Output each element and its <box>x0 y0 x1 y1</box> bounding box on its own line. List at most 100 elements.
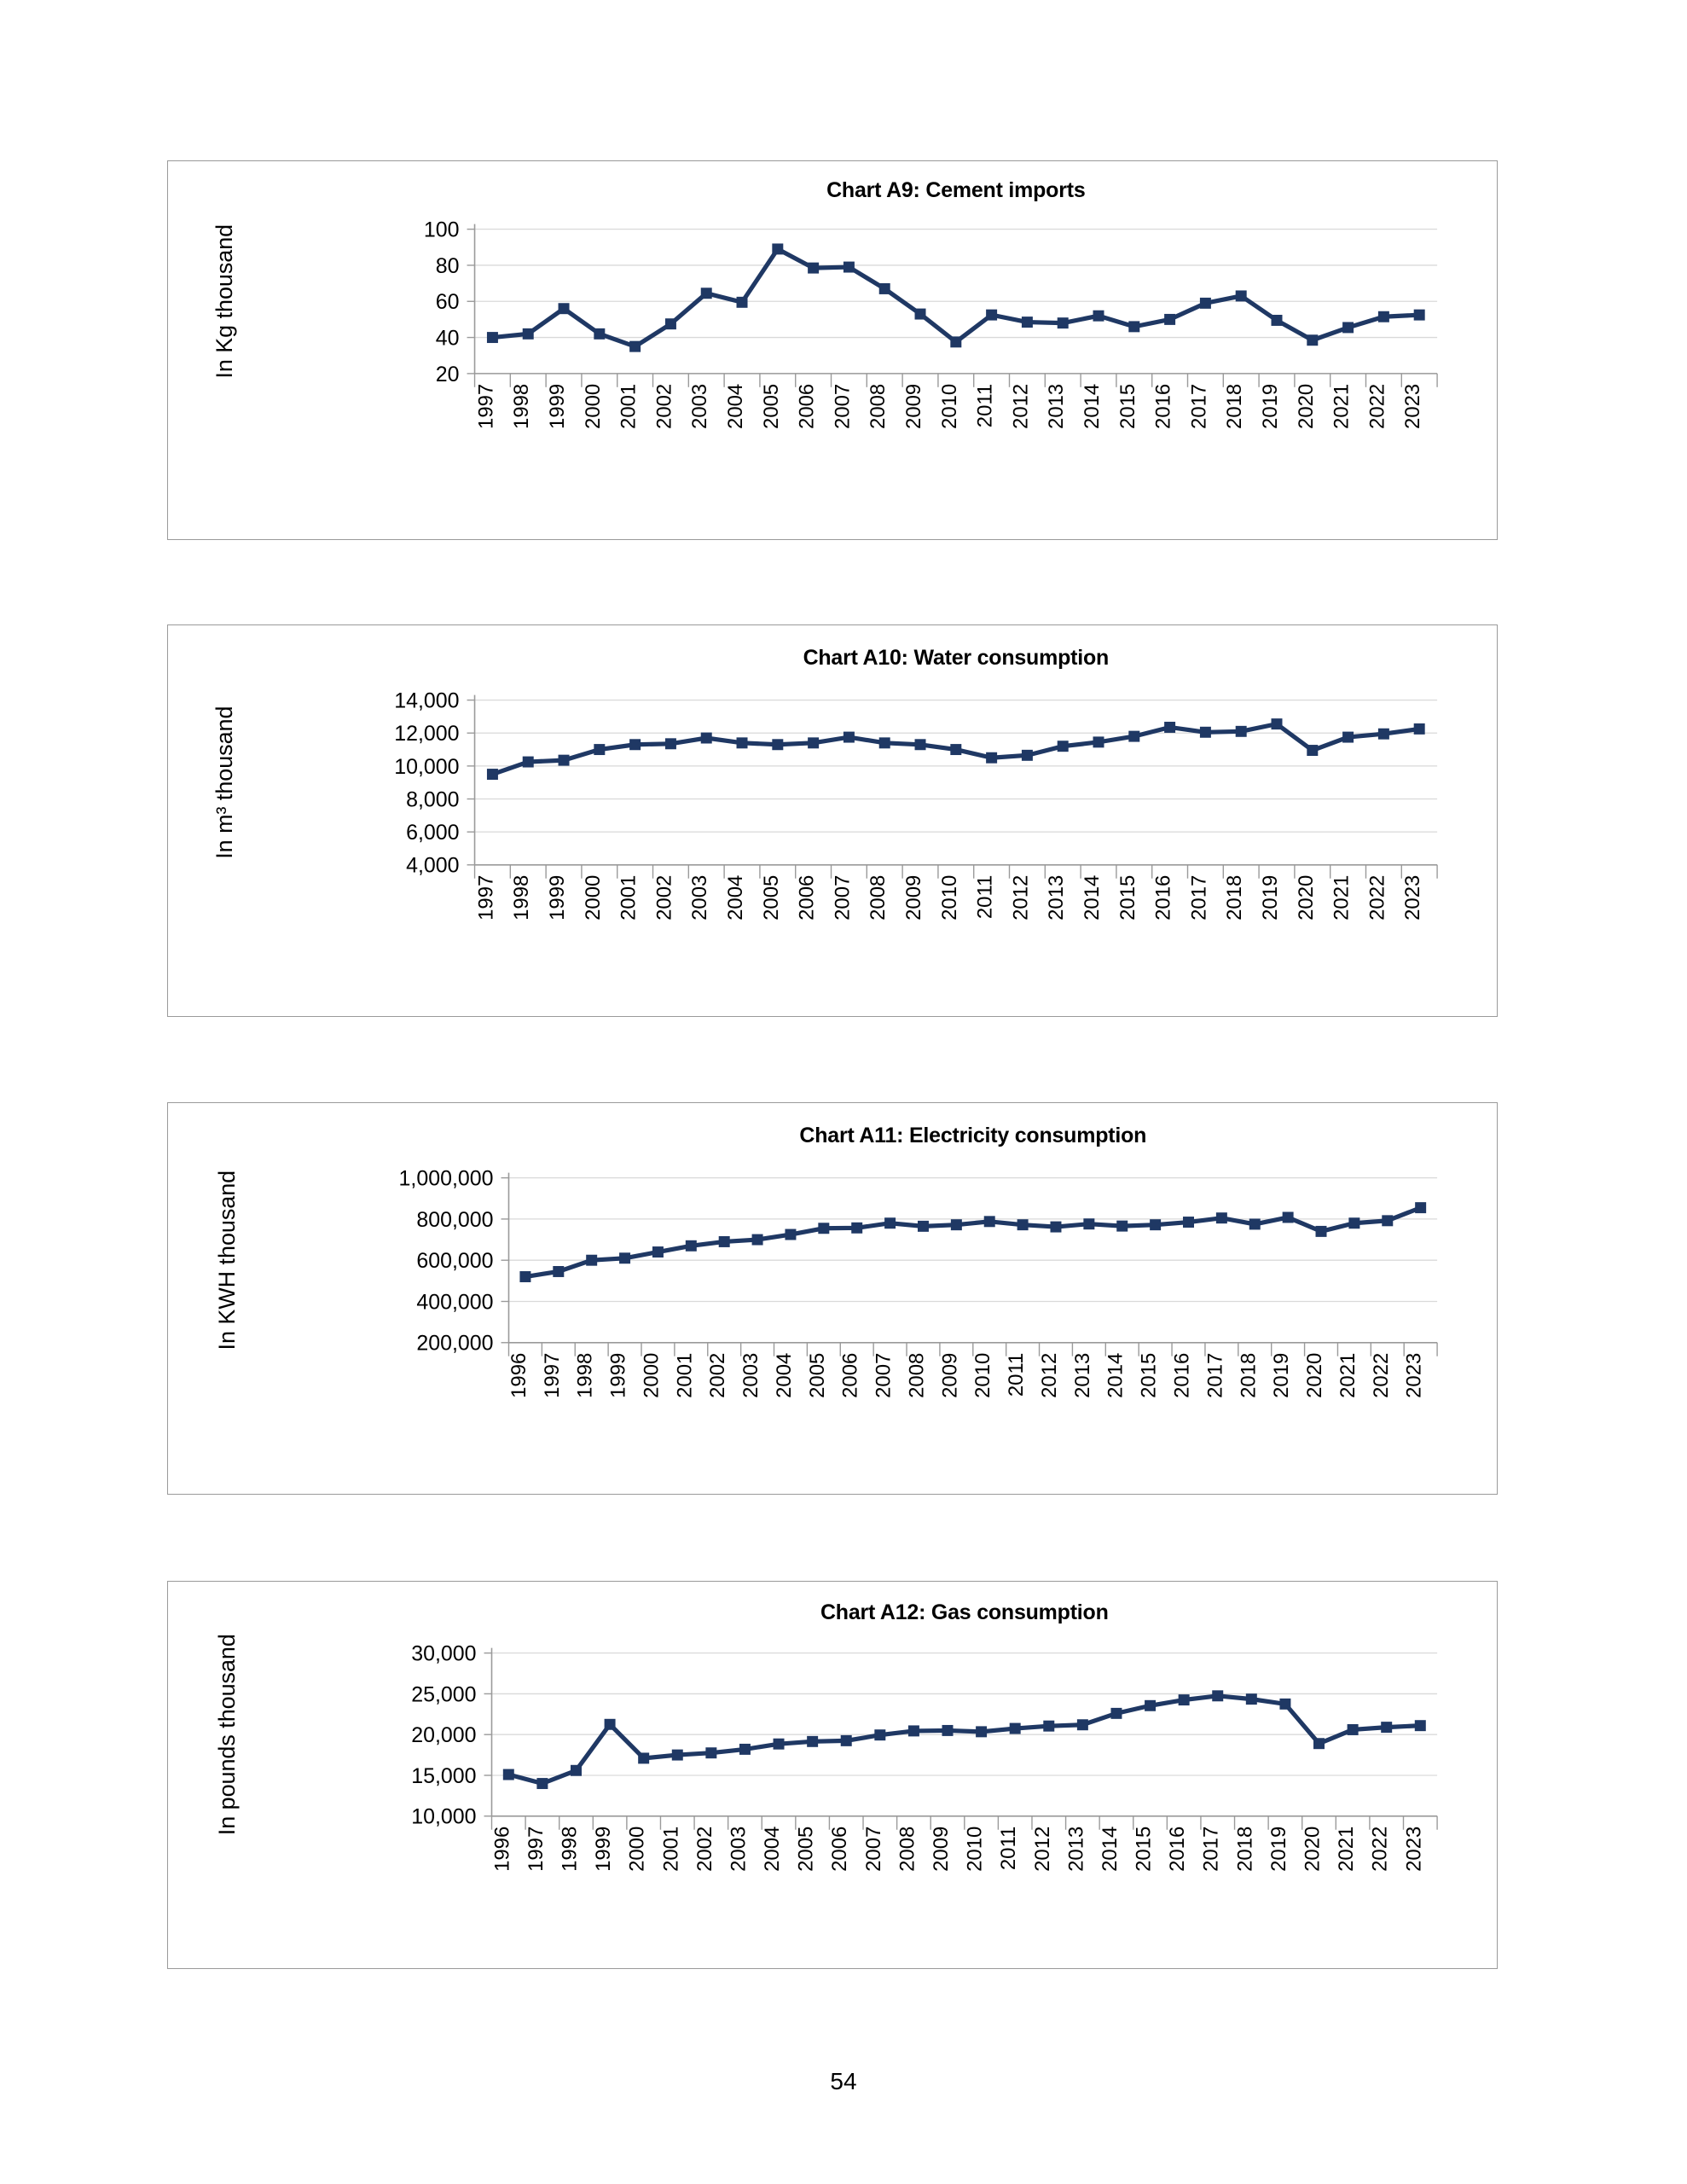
x-tick-label: 2020 <box>1295 875 1318 921</box>
x-tick-label: 1998 <box>510 384 533 429</box>
data-point-marker <box>1057 741 1069 752</box>
x-tick-label: 2003 <box>688 384 711 429</box>
data-point-marker <box>1128 321 1140 333</box>
data-point-marker <box>1315 1225 1327 1237</box>
x-tick-label: 2013 <box>1045 384 1068 429</box>
x-tick-label: 2013 <box>1045 875 1068 921</box>
x-tick-label: 2003 <box>739 1353 762 1398</box>
data-point-marker <box>629 739 641 751</box>
y-tick-label: 40 <box>436 327 460 351</box>
data-point-marker <box>1348 1217 1360 1229</box>
x-tick-label: 2018 <box>1223 875 1246 921</box>
chart-a10-container: Chart A10: Water consumption In m³ thousa… <box>167 624 1498 1017</box>
data-point-marker <box>1199 726 1211 738</box>
x-tick-label: 2009 <box>902 384 925 429</box>
data-point-marker <box>604 1718 616 1730</box>
data-point-marker <box>907 1725 919 1737</box>
data-point-marker <box>664 318 676 330</box>
x-tick-label: 1999 <box>607 1353 630 1398</box>
data-point-marker <box>558 754 570 766</box>
x-tick-label: 2023 <box>1401 875 1424 921</box>
chart-a12-container: Chart A12: Gas consumption In pounds thou… <box>167 1581 1498 1969</box>
data-point-marker <box>1382 1215 1394 1227</box>
y-tick-label: 10,000 <box>411 1805 476 1829</box>
y-tick-label: 200,000 <box>416 1332 493 1356</box>
data-point-marker <box>1164 313 1176 325</box>
y-tick-label: 4,000 <box>406 854 459 878</box>
x-tick-label: 2004 <box>773 1353 796 1398</box>
x-tick-label: 1997 <box>474 875 497 921</box>
data-point-marker <box>1043 1720 1055 1732</box>
data-point-marker <box>1017 1219 1029 1231</box>
y-tick-label: 600,000 <box>416 1249 493 1273</box>
x-tick-label: 2004 <box>724 875 747 921</box>
x-tick-label: 2022 <box>1365 875 1388 921</box>
x-tick-label: 2000 <box>640 1353 663 1398</box>
data-point-marker <box>718 1235 730 1247</box>
x-tick-label: 2001 <box>617 384 641 429</box>
data-point-marker <box>986 752 998 764</box>
x-tick-label: 2012 <box>1038 1353 1061 1398</box>
x-tick-label: 2006 <box>828 1827 851 1872</box>
x-tick-label: 1999 <box>546 384 569 429</box>
data-point-marker <box>1178 1694 1190 1706</box>
x-tick-label: 2000 <box>582 875 605 921</box>
data-point-marker <box>536 1778 548 1790</box>
series-line <box>492 246 1420 350</box>
data-point-marker <box>950 1219 962 1231</box>
data-point-marker <box>486 769 498 781</box>
data-point-marker <box>1413 309 1425 321</box>
data-point-marker <box>1415 1202 1427 1214</box>
data-point-marker <box>1009 1722 1021 1734</box>
data-point-marker <box>1279 1698 1291 1710</box>
x-tick-label: 2014 <box>1099 1827 1122 1872</box>
data-point-marker <box>1249 1218 1261 1230</box>
x-tick-label: 2021 <box>1330 875 1354 921</box>
x-tick-label: 1998 <box>510 875 533 921</box>
x-tick-label: 2017 <box>1187 384 1210 429</box>
data-point-marker <box>874 1729 886 1741</box>
data-point-marker <box>914 739 926 751</box>
data-point-marker <box>1199 297 1211 309</box>
data-point-marker <box>1145 1699 1157 1711</box>
data-point-marker <box>942 1724 954 1736</box>
data-point-marker <box>843 261 855 273</box>
data-point-marker <box>1245 1693 1257 1705</box>
data-point-marker <box>685 1240 697 1252</box>
data-point-marker <box>1050 1221 1062 1233</box>
chart-title: Chart A10: Water consumption <box>803 646 1109 670</box>
x-tick-label: 2006 <box>839 1353 862 1398</box>
data-point-marker <box>558 303 570 315</box>
data-point-marker <box>1093 736 1104 748</box>
data-point-marker <box>700 288 712 299</box>
y-tick-label: 6,000 <box>406 821 459 845</box>
x-tick-label: 2015 <box>1116 384 1139 429</box>
x-tick-label: 2008 <box>867 384 890 429</box>
data-point-marker <box>553 1266 565 1277</box>
x-tick-label: 2016 <box>1152 384 1175 429</box>
data-point-marker <box>1414 1720 1426 1732</box>
data-point-marker <box>705 1747 717 1759</box>
x-tick-label: 2009 <box>930 1827 953 1872</box>
x-tick-label: 2017 <box>1200 1827 1223 1872</box>
chart-title: Chart A11: Electricity consumption <box>799 1124 1146 1147</box>
series-line <box>507 1693 1421 1786</box>
x-tick-label: 2000 <box>626 1827 649 1872</box>
x-tick-label: 2019 <box>1270 1353 1293 1398</box>
x-tick-label: 2011 <box>1005 1353 1028 1397</box>
chart-a10-svg: Chart A10: Water consumption In m³ thousa… <box>212 646 1438 921</box>
y-tick-label: 800,000 <box>416 1208 493 1232</box>
data-point-marker <box>884 1217 896 1229</box>
y-tick-label: 12,000 <box>394 722 459 746</box>
x-tick-label: 2017 <box>1203 1353 1226 1398</box>
data-point-marker <box>950 744 962 756</box>
chart-a11-container: Chart A11: Electricity consumption In KWH… <box>167 1102 1498 1495</box>
chart-a11-svg: Chart A11: Electricity consumption In KWH… <box>214 1124 1438 1398</box>
chart-a12-svg: Chart A12: Gas consumption In pounds thou… <box>214 1600 1438 1872</box>
y-axis-label: In pounds thousand <box>214 1634 240 1835</box>
data-point-marker <box>772 243 784 255</box>
data-point-marker <box>807 1735 819 1747</box>
x-tick-label: 2010 <box>964 1827 987 1872</box>
x-tick-label: 2016 <box>1170 1353 1193 1398</box>
x-tick-label: 2010 <box>971 1353 994 1398</box>
